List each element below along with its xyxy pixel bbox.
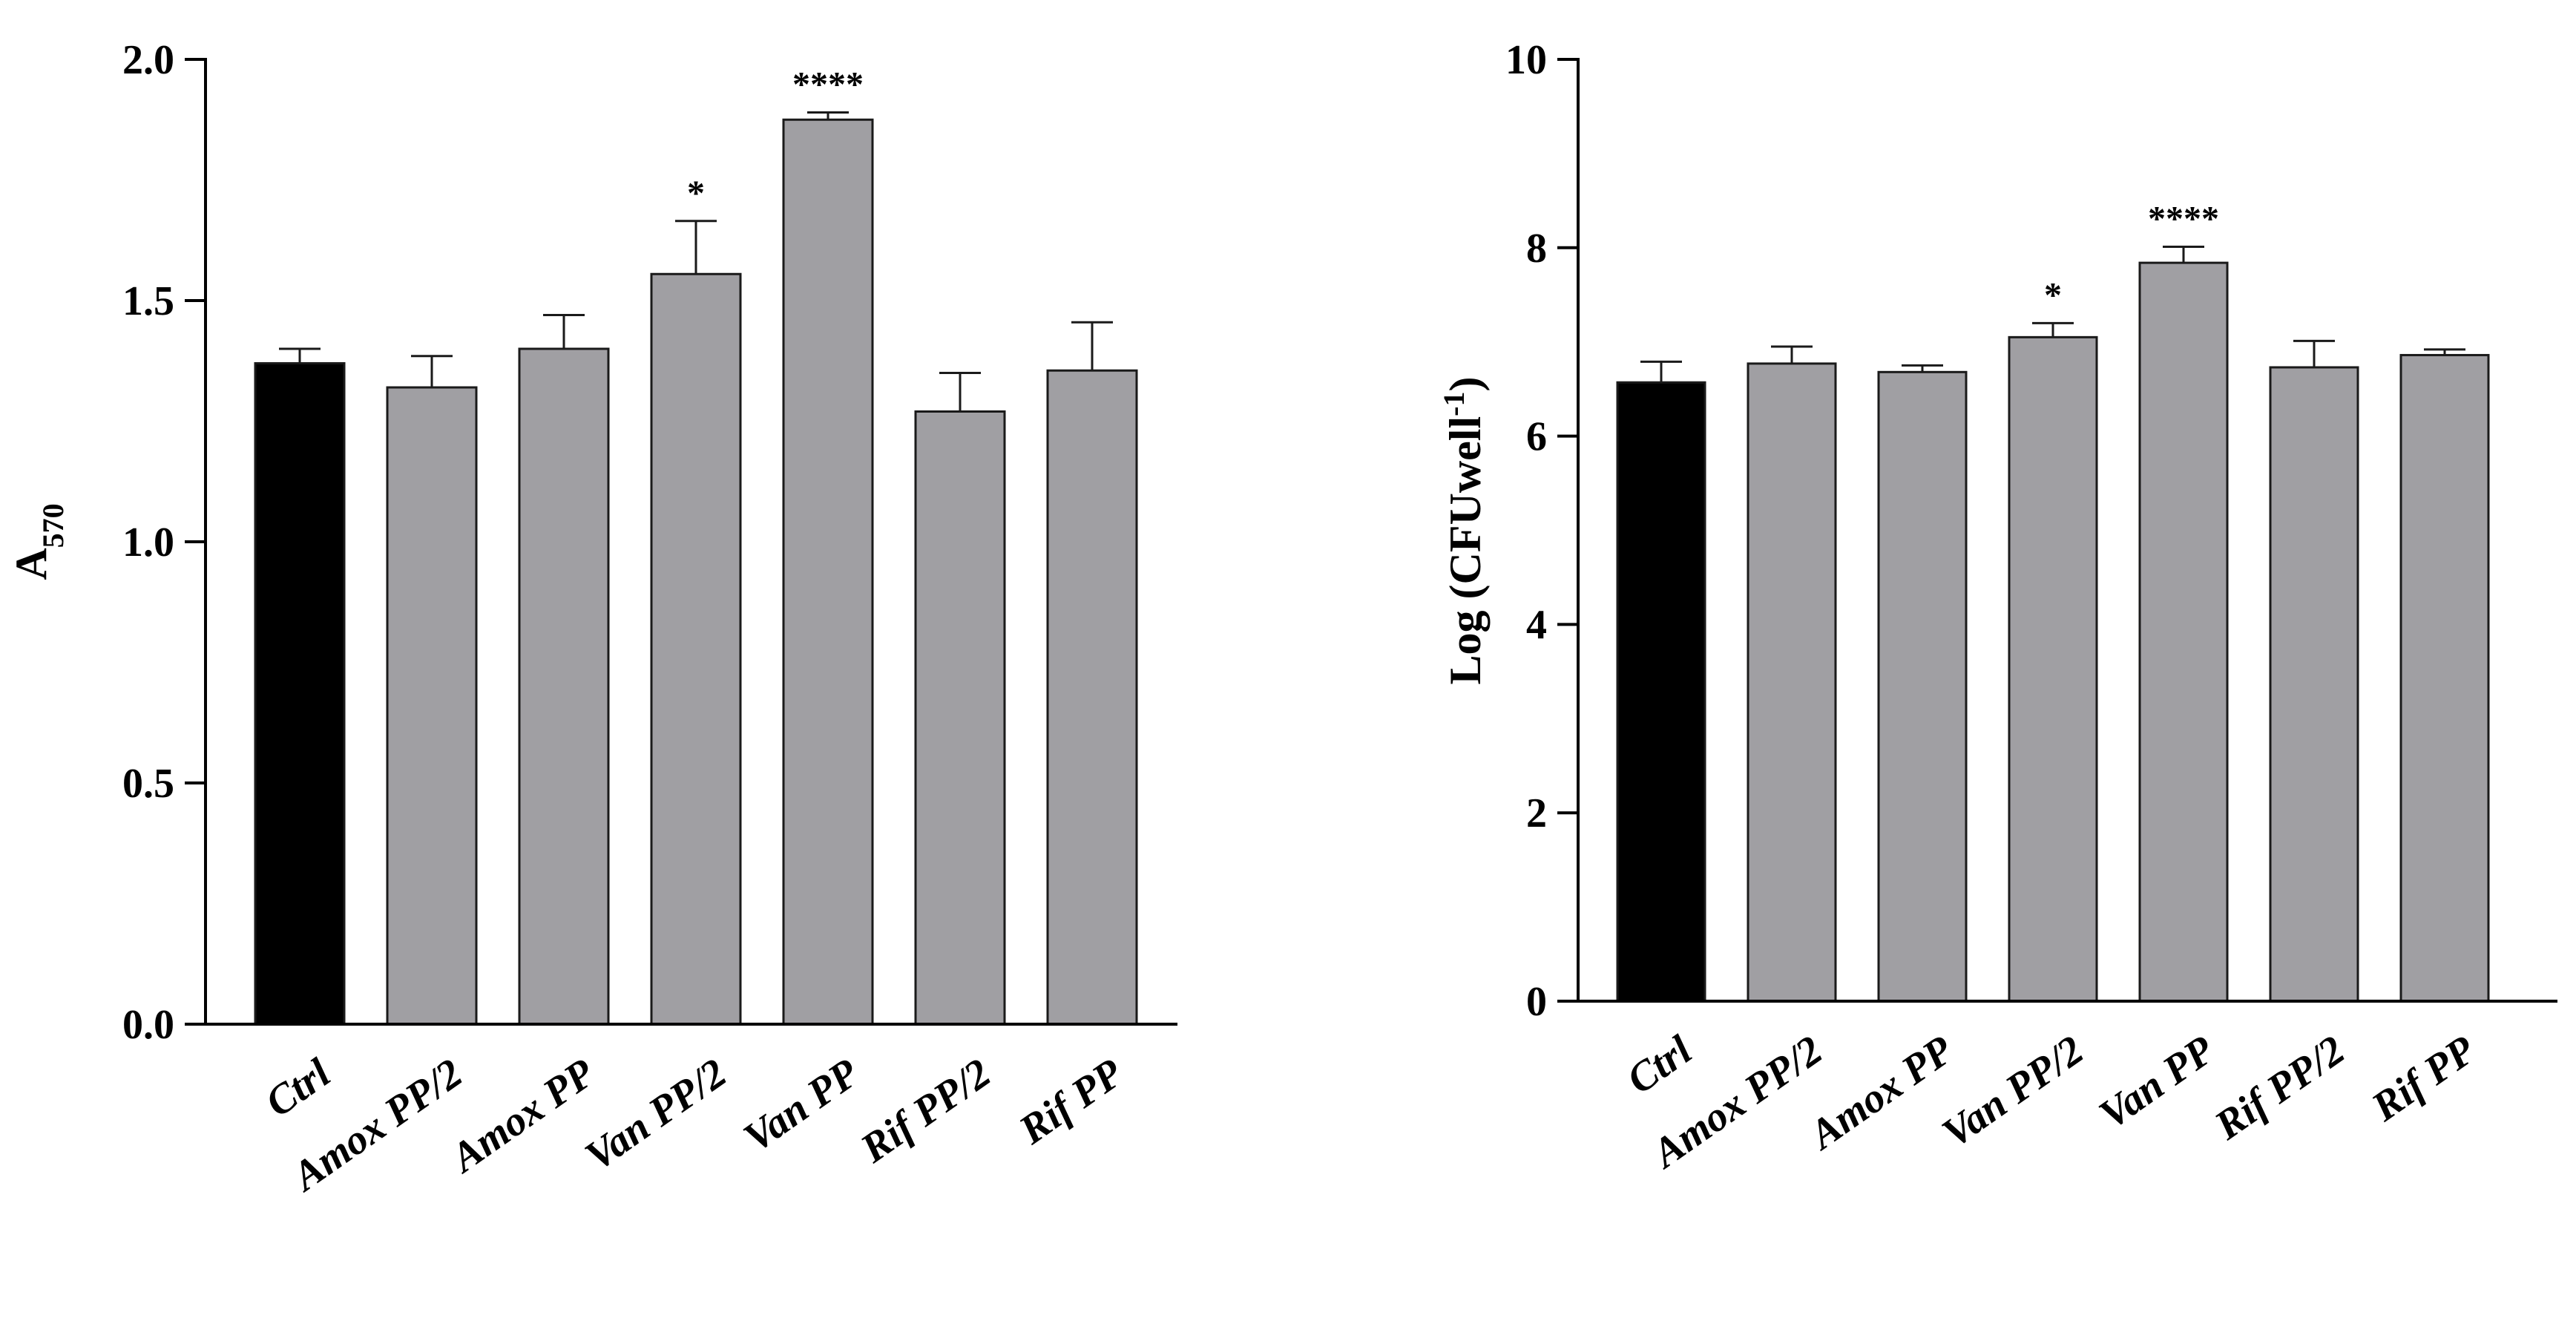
x-tick-label: Van PP [2091, 1026, 2223, 1138]
y-tick-label: 2.0 [122, 37, 174, 83]
y-tick-label: 1.5 [122, 278, 174, 324]
x-tick-label: Rif PP/2 [2206, 1027, 2353, 1150]
significance-label: * [2044, 275, 2062, 315]
y-tick-label: 6 [1526, 414, 1547, 460]
x-tick-label: Amox PP [441, 1049, 603, 1182]
bar [782, 118, 874, 1026]
significance-label: **** [2148, 200, 2219, 239]
y-tick-label: 0 [1526, 979, 1547, 1025]
bar [518, 347, 610, 1026]
bar [2008, 335, 2098, 1003]
x-tick-label: Rif PP [2363, 1026, 2484, 1130]
bar [254, 362, 346, 1026]
y-tick-label: 0.5 [122, 761, 174, 807]
x-tick-label: Van PP/2 [577, 1050, 735, 1180]
y-tick-label: 4 [1526, 602, 1547, 648]
bar [2399, 353, 2490, 1003]
y-tick-label: 8 [1526, 226, 1547, 272]
y-tick-label: 0.0 [122, 1002, 174, 1048]
bar [1046, 369, 1138, 1026]
x-tick-label: Rif PP/2 [852, 1050, 999, 1173]
x-tick-label: Van PP/2 [1934, 1027, 2092, 1157]
y-tick-label: 10 [1505, 37, 1547, 83]
x-tick-label: Rif PP [1011, 1049, 1131, 1153]
x-tick-label: Ctrl [1619, 1027, 1701, 1104]
y-tick-label: 2 [1526, 790, 1547, 836]
bar [386, 386, 478, 1026]
y-axis-title: Log (CFUwell-1) [1437, 377, 1491, 685]
bar [2138, 261, 2229, 1003]
x-tick-label: Van PP [735, 1049, 867, 1161]
significance-label: **** [792, 65, 864, 105]
bar [1747, 362, 1837, 1003]
y-axis-title: A570 [7, 503, 70, 580]
y-tick-label: 1.0 [122, 520, 174, 566]
bar [1616, 381, 1706, 1003]
x-tick-label: Ctrl [257, 1050, 339, 1127]
x-tick-label: Amox PP [1800, 1026, 1962, 1159]
bar [2269, 366, 2359, 1003]
bar [1877, 370, 1968, 1003]
significance-label: * [687, 174, 705, 213]
bar [650, 272, 742, 1026]
bar [914, 410, 1006, 1026]
